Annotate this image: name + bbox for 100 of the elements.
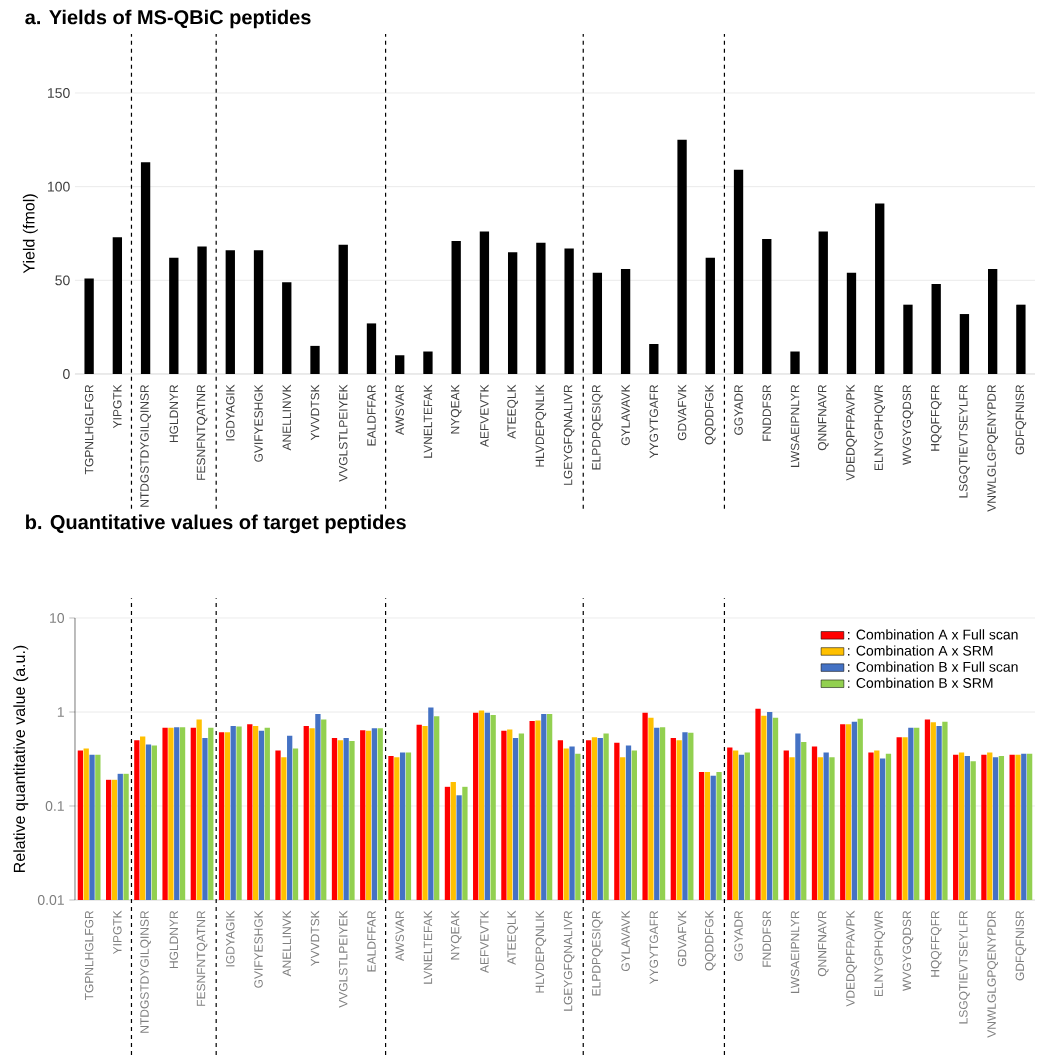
- x-tick-label: WVGYGQDSR: [902, 910, 914, 991]
- bar: [564, 248, 574, 374]
- bar: [282, 282, 292, 374]
- x-tick-label: LGEYGFQNALIVR: [563, 910, 575, 1011]
- x-tick-label: ELNYGPHQWR: [874, 384, 886, 471]
- x-tick-label: QQDDFGK: [704, 910, 716, 971]
- x-tick-label: AWSVAR: [395, 384, 404, 436]
- bar: [197, 246, 207, 374]
- legend-label: : Combination B x SRM: [848, 677, 993, 688]
- bar: [818, 231, 828, 374]
- x-tick-label: YIPGTK: [113, 384, 122, 429]
- x-tick-label: QNNFNAVR: [817, 384, 829, 451]
- bar: [366, 323, 377, 374]
- x-tick-label: FESNFNTQATNR: [196, 910, 208, 1006]
- x-tick-label: EALDFFAR: [367, 910, 376, 972]
- x-tick-label: LVNELTEFAK: [423, 384, 433, 458]
- y-tick-label: 50: [55, 275, 70, 286]
- x-tick-label: LWSAEIPNLYR: [790, 910, 800, 993]
- x-tick-label: NYQEAK: [450, 384, 462, 434]
- x-tick-label: HQQFFQFR: [930, 384, 942, 451]
- bar: [705, 257, 715, 374]
- bar: [112, 237, 123, 374]
- x-tick-label: GVIFYESHGK: [254, 384, 263, 462]
- x-tick-label: FNDDFSR: [762, 910, 772, 967]
- bar: [790, 351, 800, 374]
- bar: [536, 242, 546, 374]
- x-tick-label: ATEEQLK: [507, 384, 518, 439]
- y-tick-label: 0.01: [37, 895, 64, 905]
- x-tick-label: HGLDNYR: [169, 910, 179, 969]
- bar: [1016, 304, 1026, 374]
- x-tick-label: NTDGSTDYGILQINSR: [140, 910, 151, 1033]
- x-tick-label: GDFQFNISR: [1015, 910, 1027, 981]
- bar: [931, 284, 941, 374]
- bar: [451, 240, 461, 374]
- x-tick-label: ELPDPQESIQR: [592, 910, 603, 996]
- x-tick-label: GYLAVAVK: [621, 384, 630, 446]
- x-tick-label: QNNFNAVR: [817, 910, 829, 977]
- bar: [169, 257, 179, 374]
- x-tick-label: TGPNLHGLFGR: [84, 910, 94, 1001]
- y-tick-label: 1: [57, 707, 64, 717]
- y-axis-title: Yield (fmol): [22, 194, 38, 274]
- bar: [84, 278, 94, 374]
- x-tick-label: TGPNLHGLFGR: [84, 384, 94, 475]
- x-tick-label: NYQEAK: [450, 910, 462, 960]
- x-tick-label: GDFQFNISR: [1015, 384, 1027, 455]
- x-tick-label: ANELLINVK: [282, 384, 291, 451]
- x-tick-label: VNWLGLGPQENYPDR: [987, 910, 998, 1038]
- x-tick-label: FESNFNTQATNR: [196, 384, 208, 480]
- bar: [479, 231, 490, 374]
- x-tick-label: GYLAVAVK: [621, 910, 630, 972]
- bar: [338, 244, 348, 374]
- y-tick-label: 0.1: [45, 801, 64, 811]
- x-tick-label: VNWLGLGPQENYPDR: [987, 384, 998, 512]
- x-tick-label: FNDDFSR: [762, 384, 772, 441]
- legend-label: : Combination A x Full scan: [848, 629, 1018, 640]
- bar: [677, 139, 687, 374]
- x-tick-label: NTDGSTDYGILQINSR: [140, 384, 151, 507]
- bar: [253, 250, 264, 374]
- x-tick-label: HLVDEPQNLIK: [535, 910, 547, 993]
- bar: [762, 239, 772, 374]
- x-tick-label: IGDYAGIK: [226, 910, 235, 967]
- x-tick-label: YVVDTSK: [310, 910, 320, 967]
- x-tick-label: ANELLINVK: [282, 910, 291, 977]
- y-tick-label: 150: [48, 88, 70, 98]
- x-tick-label: YIPGTK: [113, 910, 122, 955]
- bar: [310, 345, 320, 374]
- x-tick-label: LSGQTIEVTSEYLFR: [959, 384, 970, 498]
- y-tick-label: 0: [63, 369, 70, 379]
- x-tick-label: HGLDNYR: [169, 384, 179, 443]
- x-tick-label: GVIFYESHGK: [254, 910, 263, 988]
- x-tick-label: QQDDFGK: [704, 384, 716, 445]
- x-tick-label: GDVAFVK: [677, 910, 687, 967]
- bar: [903, 304, 913, 374]
- x-tick-label: AWSVAR: [395, 910, 404, 962]
- x-tick-label: AEFVEVTK: [480, 384, 489, 448]
- bar: [592, 272, 603, 374]
- bar: [620, 269, 631, 374]
- bar: [959, 314, 970, 374]
- x-tick-label: ELPDPQESIQR: [592, 384, 603, 470]
- chart-title: a. Yields of MS-QBiC peptides: [25, 9, 311, 29]
- x-tick-label: WVGYGQDSR: [902, 384, 914, 465]
- bar: [140, 162, 151, 374]
- chart-title: b. Quantitative values of target peptides: [26, 514, 406, 534]
- x-tick-label: YYGYTGAFR: [649, 384, 659, 459]
- x-tick-label: YVVDTSK: [310, 384, 320, 441]
- bar: [507, 252, 518, 374]
- bar: [846, 272, 857, 374]
- x-tick-label: VDEDQPFPAVPK: [846, 384, 857, 481]
- legend-label: : Combination A x SRM: [848, 645, 993, 656]
- bar: [649, 344, 659, 374]
- x-tick-label: GGYADR: [734, 910, 743, 961]
- x-tick-label: VVGLSTLPEIYEK: [338, 384, 348, 482]
- x-tick-label: AEFVEVTK: [480, 910, 489, 974]
- bar: [395, 355, 405, 374]
- x-tick-label: LGEYGFQNALIVR: [563, 384, 575, 485]
- x-tick-label: GDVAFVK: [677, 384, 687, 441]
- bar: [875, 203, 885, 374]
- y-axis-title: Relative quantitative value (a.u.): [13, 645, 29, 872]
- x-tick-label: EALDFFAR: [367, 384, 376, 446]
- x-tick-label: IGDYAGIK: [226, 384, 235, 441]
